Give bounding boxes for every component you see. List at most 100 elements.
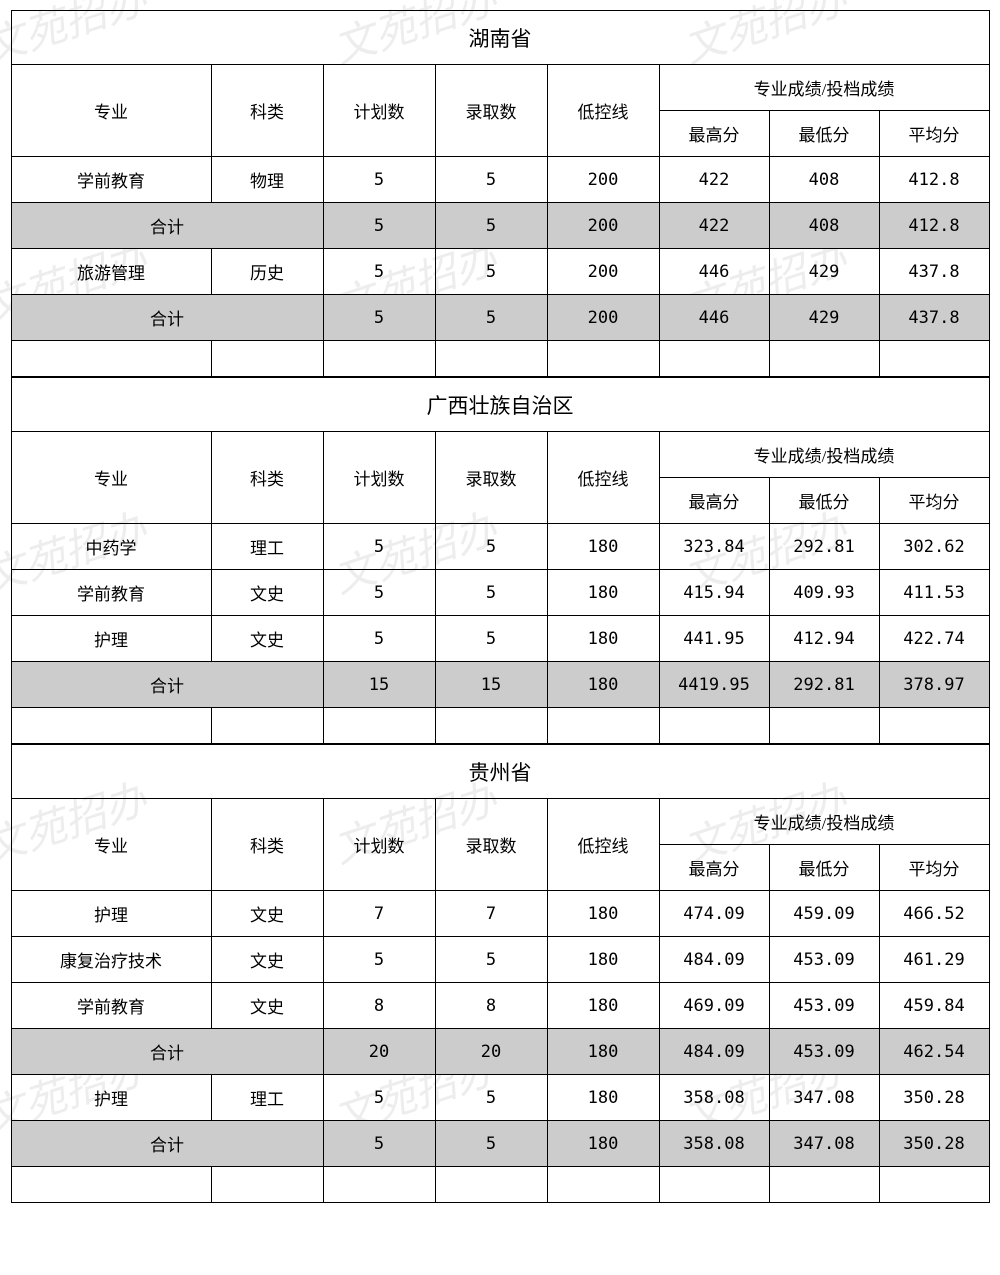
section-table: 广西壮族自治区专业科类计划数录取数低控线专业成绩/投档成绩最高分最低分平均分中药… (11, 377, 990, 744)
column-header: 计划数 (323, 799, 435, 891)
table-row: 护理理工55180358.08347.08350.28 (11, 1075, 989, 1121)
column-header: 录取数 (435, 65, 547, 157)
value-cell: 180 (547, 1075, 659, 1121)
value-cell: 5 (435, 616, 547, 662)
subtotal-cell: 180 (547, 1029, 659, 1075)
subtotal-cell: 200 (547, 295, 659, 341)
major-cell: 中药学 (11, 524, 211, 570)
subtotal-cell: 5 (435, 203, 547, 249)
value-cell: 461.29 (879, 937, 989, 983)
category-cell: 文史 (211, 983, 323, 1029)
column-header: 专业成绩/投档成绩 (659, 65, 989, 111)
value-cell: 200 (547, 249, 659, 295)
column-subheader: 平均分 (879, 111, 989, 157)
value-cell: 292.81 (769, 524, 879, 570)
column-subheader: 平均分 (879, 478, 989, 524)
subtotal-cell: 15 (323, 662, 435, 708)
subtotal-cell: 5 (323, 1121, 435, 1167)
subtotal-cell: 453.09 (769, 1029, 879, 1075)
value-cell: 5 (323, 616, 435, 662)
value-cell: 484.09 (659, 937, 769, 983)
value-cell: 347.08 (769, 1075, 879, 1121)
section-table: 湖南省专业科类计划数录取数低控线专业成绩/投档成绩最高分最低分平均分学前教育物理… (11, 10, 990, 377)
table-row: 护理文史55180441.95412.94422.74 (11, 616, 989, 662)
subtotal-cell: 412.8 (879, 203, 989, 249)
value-cell: 412.8 (879, 157, 989, 203)
admission-tables: 湖南省专业科类计划数录取数低控线专业成绩/投档成绩最高分最低分平均分学前教育物理… (10, 10, 990, 1203)
value-cell: 180 (547, 616, 659, 662)
value-cell: 5 (435, 1075, 547, 1121)
value-cell: 453.09 (769, 983, 879, 1029)
column-subheader: 最低分 (769, 478, 879, 524)
subtotal-cell: 437.8 (879, 295, 989, 341)
value-cell: 411.53 (879, 570, 989, 616)
table-row: 护理文史77180474.09459.09466.52 (11, 891, 989, 937)
subtotal-cell: 378.97 (879, 662, 989, 708)
value-cell: 441.95 (659, 616, 769, 662)
category-cell: 文史 (211, 937, 323, 983)
subtotal-cell: 429 (769, 295, 879, 341)
subtotal-cell: 4419.95 (659, 662, 769, 708)
column-header: 低控线 (547, 65, 659, 157)
column-header: 科类 (211, 799, 323, 891)
subtotal-cell: 180 (547, 662, 659, 708)
subtotal-label: 合计 (11, 1121, 323, 1167)
subtotal-label: 合计 (11, 662, 323, 708)
value-cell: 446 (659, 249, 769, 295)
value-cell: 459.84 (879, 983, 989, 1029)
category-cell: 历史 (211, 249, 323, 295)
value-cell: 5 (323, 937, 435, 983)
value-cell: 5 (323, 249, 435, 295)
table-row: 中药学理工55180323.84292.81302.62 (11, 524, 989, 570)
subtotal-label: 合计 (11, 1029, 323, 1075)
subtotal-cell: 5 (323, 295, 435, 341)
subtotal-cell: 350.28 (879, 1121, 989, 1167)
section-table: 贵州省专业科类计划数录取数低控线专业成绩/投档成绩最高分最低分平均分护理文史77… (11, 744, 990, 1203)
section-title: 贵州省 (11, 745, 989, 799)
table-row: 学前教育文史88180469.09453.09459.84 (11, 983, 989, 1029)
major-cell: 学前教育 (11, 570, 211, 616)
value-cell: 7 (435, 891, 547, 937)
major-cell: 旅游管理 (11, 249, 211, 295)
column-header: 计划数 (323, 432, 435, 524)
value-cell: 180 (547, 570, 659, 616)
column-header: 科类 (211, 65, 323, 157)
value-cell: 5 (323, 524, 435, 570)
value-cell: 5 (435, 157, 547, 203)
value-cell: 469.09 (659, 983, 769, 1029)
value-cell: 453.09 (769, 937, 879, 983)
value-cell: 5 (323, 570, 435, 616)
category-cell: 文史 (211, 570, 323, 616)
value-cell: 5 (435, 937, 547, 983)
major-cell: 康复治疗技术 (11, 937, 211, 983)
value-cell: 437.8 (879, 249, 989, 295)
column-subheader: 最低分 (769, 111, 879, 157)
subtotal-cell: 20 (435, 1029, 547, 1075)
column-subheader: 最高分 (659, 478, 769, 524)
subtotal-label: 合计 (11, 295, 323, 341)
value-cell: 8 (323, 983, 435, 1029)
value-cell: 5 (435, 524, 547, 570)
value-cell: 5 (323, 157, 435, 203)
subtotal-cell: 200 (547, 203, 659, 249)
section-title: 湖南省 (11, 11, 989, 65)
category-cell: 文史 (211, 616, 323, 662)
value-cell: 323.84 (659, 524, 769, 570)
category-cell: 理工 (211, 1075, 323, 1121)
value-cell: 180 (547, 937, 659, 983)
table-row: 学前教育文史55180415.94409.93411.53 (11, 570, 989, 616)
value-cell: 180 (547, 524, 659, 570)
value-cell: 409.93 (769, 570, 879, 616)
value-cell: 422 (659, 157, 769, 203)
column-subheader: 最高分 (659, 111, 769, 157)
value-cell: 7 (323, 891, 435, 937)
subtotal-cell: 180 (547, 1121, 659, 1167)
value-cell: 408 (769, 157, 879, 203)
value-cell: 200 (547, 157, 659, 203)
subtotal-cell: 292.81 (769, 662, 879, 708)
major-cell: 护理 (11, 891, 211, 937)
column-header: 专业成绩/投档成绩 (659, 432, 989, 478)
value-cell: 422.74 (879, 616, 989, 662)
value-cell: 350.28 (879, 1075, 989, 1121)
column-subheader: 最高分 (659, 845, 769, 891)
